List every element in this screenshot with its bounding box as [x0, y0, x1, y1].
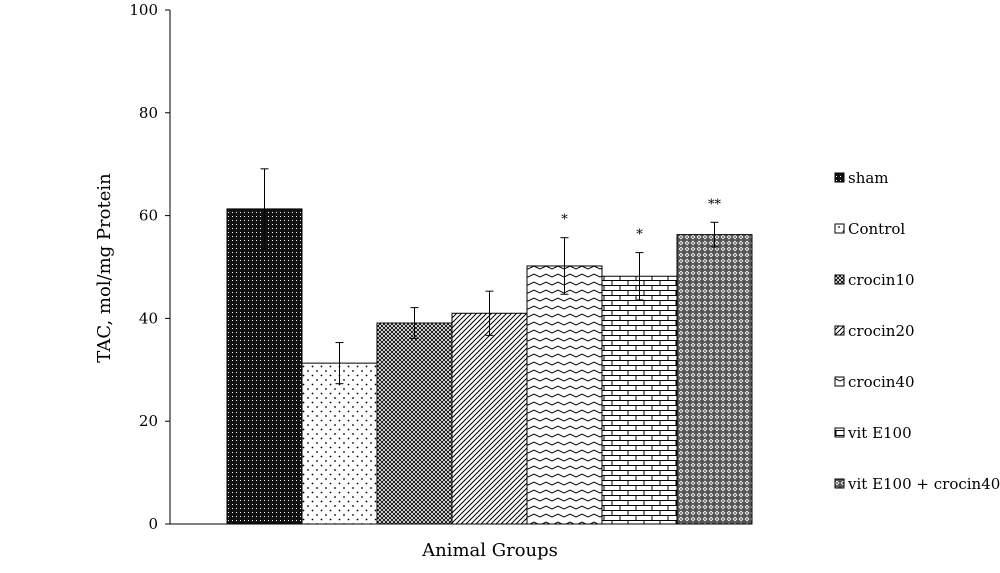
- y-tick-label: 40: [139, 309, 158, 327]
- legend-label-3: crocin20: [848, 322, 915, 340]
- legend-label-5: vit E100: [847, 424, 912, 442]
- legend-label-6: vit E100 + crocin40: [847, 475, 1000, 493]
- bar-0: [226, 208, 303, 525]
- y-tick-label: 60: [139, 207, 158, 225]
- legend-swatch-6: [834, 478, 845, 489]
- y-axis-title: TAC, mol/mg Protein: [94, 173, 115, 363]
- significance-label-5: *: [636, 228, 643, 243]
- bar-5: [601, 275, 678, 525]
- y-tick-label: 0: [148, 515, 158, 533]
- error-bars: [260, 168, 719, 385]
- significance-label-6: **: [708, 197, 722, 212]
- legend: sham Control crocin10 crocin20 crocin40 vit E…: [834, 169, 1000, 493]
- significance-label-4: *: [561, 213, 568, 228]
- legend-label-4: crocin40: [848, 373, 915, 391]
- bar-1: [301, 362, 378, 525]
- legend-swatch-3: [834, 325, 845, 336]
- legend-swatch-0: [834, 172, 845, 183]
- y-tick-label: 20: [139, 412, 158, 430]
- legend-swatch-5: [834, 427, 845, 438]
- legend-swatch-4: [834, 376, 845, 387]
- legend-label-1: Control: [848, 220, 905, 238]
- legend-label-2: crocin10: [848, 271, 915, 289]
- legend-swatch-1: [834, 223, 845, 234]
- bar-3: [451, 312, 528, 525]
- legend-label-0: sham: [848, 169, 889, 187]
- bars: [226, 208, 753, 525]
- bar-2: [376, 322, 453, 525]
- y-tick-label: 100: [129, 1, 158, 19]
- bar-6: [676, 234, 753, 525]
- y-tick-label: 80: [139, 104, 158, 122]
- legend-swatch-2: [834, 274, 845, 285]
- bar-4: [526, 265, 603, 525]
- significance-labels: ****: [561, 197, 721, 242]
- x-axis-title: Animal Groups: [421, 540, 558, 561]
